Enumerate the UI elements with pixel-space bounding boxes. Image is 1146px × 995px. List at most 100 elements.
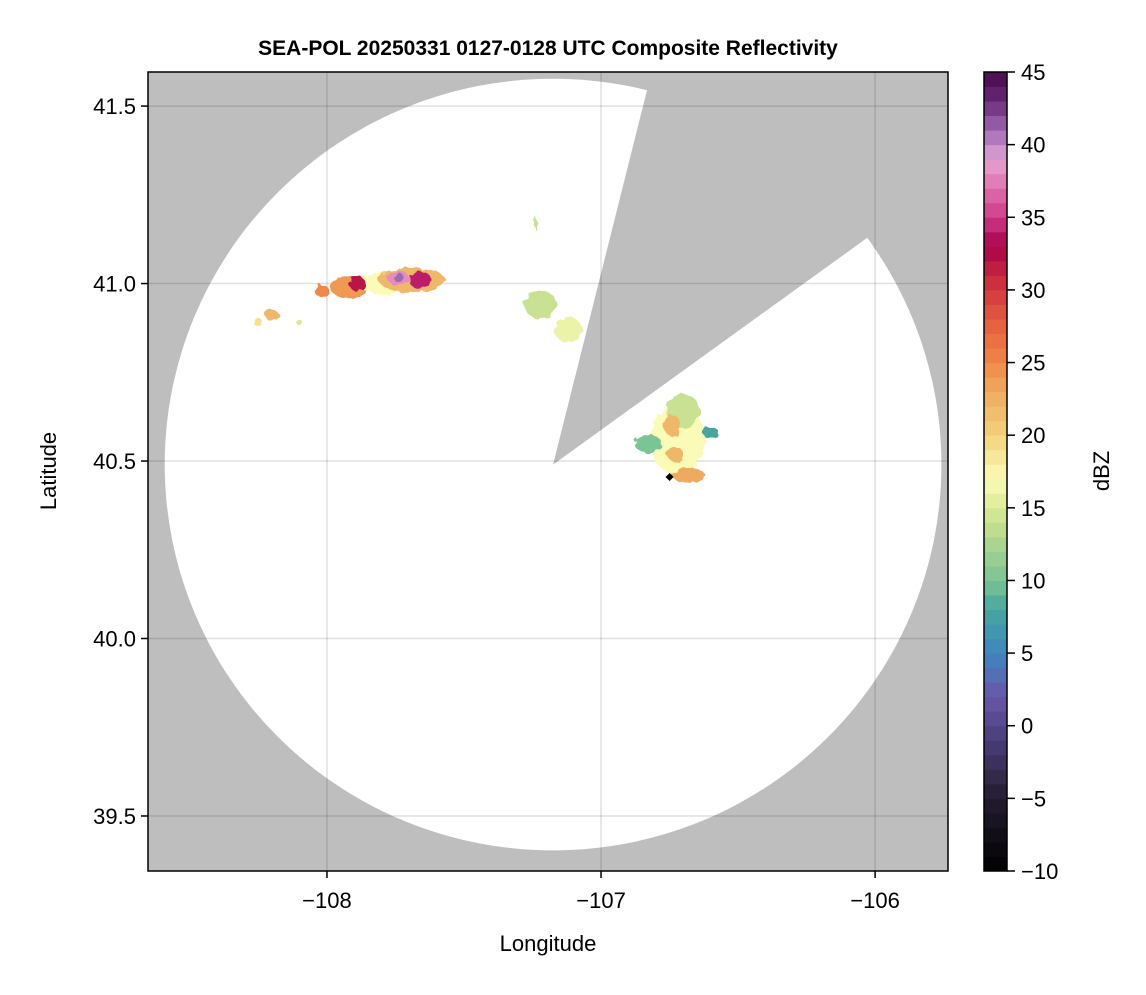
colorbar-band [984, 173, 1007, 189]
colorbar-band [984, 144, 1007, 160]
colorbar-band [984, 594, 1007, 611]
colorbar: −10 −5 0 5 10 15 20 25 30 35 40 45 [983, 60, 1058, 884]
echo-cell [265, 310, 280, 321]
colorbar-band [984, 827, 1007, 843]
colorbar-band [984, 348, 1007, 364]
echo-cell [633, 434, 662, 453]
echo-cell [314, 284, 329, 298]
colorbar-band [984, 580, 1007, 596]
x-tick-label: −108 [302, 888, 352, 913]
colorbar-label: dBZ [1089, 451, 1114, 491]
colorbar-band [984, 101, 1007, 117]
colorbar-band [984, 783, 1007, 799]
echo-cell [672, 468, 706, 483]
colorbar-band [984, 420, 1007, 436]
colorbar-band [984, 464, 1007, 480]
colorbar-tick-label: 45 [1021, 60, 1045, 85]
y-tick-label: 40.0 [93, 627, 136, 652]
colorbar-band [984, 435, 1007, 451]
y-axis-label: Latitude [36, 432, 61, 510]
colorbar-band [984, 841, 1007, 857]
axes: −108 −107 −106 39.5 40.0 40.5 41.0 41.5 [93, 71, 949, 913]
colorbar-tick-label: 15 [1021, 496, 1045, 521]
colorbar-band [984, 217, 1007, 233]
echo-cell [554, 317, 582, 343]
site-marker-diamond [665, 473, 674, 482]
colorbar-band [984, 812, 1007, 828]
x-axis-label: Longitude [500, 931, 597, 956]
colorbar-band [984, 536, 1007, 552]
colorbar-band [984, 86, 1007, 102]
colorbar-band [984, 377, 1007, 393]
colorbar-band [984, 304, 1007, 320]
y-tick-label: 41.5 [93, 94, 136, 119]
map-layer [148, 72, 948, 871]
echo-layer [254, 216, 719, 483]
colorbar-tick-label: 25 [1021, 351, 1045, 376]
colorbar-tick-label: −10 [1021, 859, 1058, 884]
colorbar-band [984, 522, 1007, 538]
colorbar-band [984, 130, 1007, 146]
plot-frame [147, 71, 949, 872]
colorbar-band [984, 246, 1007, 262]
y-tick-label: 40.5 [93, 449, 136, 474]
colorbar-tick-label: 0 [1021, 714, 1033, 739]
colorbar-band [984, 624, 1007, 640]
colorbar-band [984, 682, 1007, 698]
colorbar-band [984, 696, 1007, 712]
colorbar-band [984, 740, 1007, 756]
colorbar-band [984, 493, 1007, 509]
echo-cell [664, 414, 681, 437]
echo-cell [533, 216, 537, 230]
colorbar-band [984, 275, 1007, 291]
colorbar-band [984, 638, 1007, 654]
colorbar-band [984, 318, 1007, 334]
colorbar-band [984, 725, 1007, 741]
colorbar-band [984, 391, 1007, 407]
colorbar-band [984, 478, 1007, 494]
colorbar-band [984, 333, 1007, 349]
x-tick-label: −107 [576, 888, 626, 913]
colorbar-band [984, 769, 1007, 785]
colorbar-band [984, 551, 1007, 567]
colorbar-band [984, 856, 1007, 872]
colorbar-band [984, 754, 1007, 770]
echo-cell [702, 427, 719, 438]
colorbar-tick-label: 40 [1021, 133, 1045, 158]
colorbar-band [984, 115, 1007, 131]
colorbar-tick-label: 20 [1021, 423, 1045, 448]
colorbar-tick-label: −5 [1021, 786, 1046, 811]
colorbar-tick-label: 10 [1021, 568, 1045, 593]
colorbar-band [984, 231, 1007, 247]
chart-title: SEA-POL 20250331 0127-0128 UTC Composite… [258, 37, 838, 60]
colorbar-band [984, 449, 1007, 465]
echo-cell [524, 290, 558, 320]
colorbar-tick-label: 5 [1021, 641, 1033, 666]
colorbar-band [984, 202, 1007, 218]
colorbar-band [984, 260, 1007, 276]
plot-area [148, 72, 948, 871]
colorbar-band [984, 609, 1007, 625]
echo-cell [409, 271, 432, 289]
colorbar-band [984, 667, 1007, 683]
y-tick-label: 41.0 [93, 272, 136, 297]
colorbar-band [984, 565, 1007, 581]
echo-cell [392, 272, 404, 282]
colorbar-band [984, 72, 1007, 88]
colorbar-band [984, 362, 1007, 378]
echo-cell [666, 446, 684, 462]
echo-cell [348, 276, 366, 291]
colorbar-band [984, 188, 1007, 204]
colorbar-band [984, 289, 1007, 305]
colorbar-band [984, 406, 1007, 422]
colorbar-band [984, 159, 1007, 175]
echo-cell [254, 318, 263, 327]
colorbar-band [984, 653, 1007, 669]
x-tick-label: −106 [850, 888, 900, 913]
colorbar-tick-label: 35 [1021, 205, 1045, 230]
blocked-sector [553, 72, 948, 465]
colorbar-band [984, 507, 1007, 523]
colorbar-frame [983, 71, 1008, 872]
colorbar-tick-label: 30 [1021, 278, 1045, 303]
